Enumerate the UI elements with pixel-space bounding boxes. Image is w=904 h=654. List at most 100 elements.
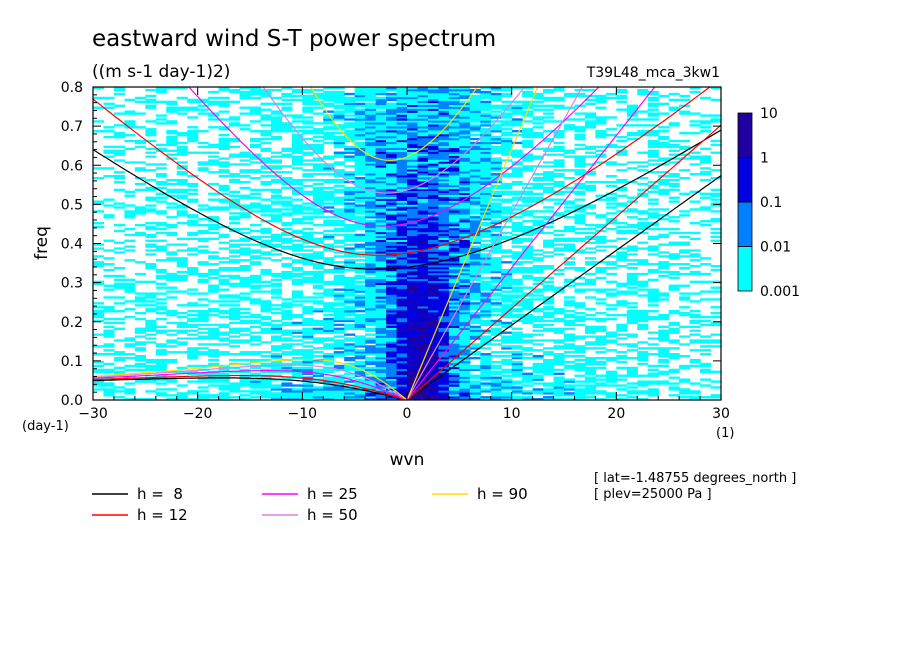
heatmap-cell [407,237,419,240]
heatmap-cell [208,255,220,258]
heatmap-cell [386,186,398,190]
heatmap-cell [427,241,439,244]
heatmap-cell [480,169,492,172]
heatmap-cell [427,139,439,143]
heatmap-cell [626,200,638,203]
heatmap-cell [501,255,513,258]
heatmap-cell [354,155,366,158]
heatmap-cell [480,188,492,192]
heatmap-cell [427,302,439,305]
heatmap-cell [354,149,366,152]
heatmap-cell [375,374,387,377]
heatmap-cell [564,304,576,307]
heatmap-cell [229,384,241,387]
heatmap-cell [459,372,471,375]
heatmap-cell [302,311,314,315]
heatmap-cell [155,180,167,184]
heatmap-cell [501,368,513,372]
heatmap-cell [553,329,565,332]
heatmap-cell [459,315,471,319]
heatmap-cell [354,323,366,327]
heatmap-cell [113,353,125,356]
heatmap-cell [187,198,199,201]
heatmap-cell [333,175,345,178]
heatmap-cell [302,272,314,276]
heatmap-cell [375,386,387,389]
heatmap-cell [386,126,398,129]
heatmap-cell [291,392,303,395]
heatmap-cell [407,341,419,344]
heatmap-cell [396,268,408,272]
heatmap-cell [302,376,314,379]
heatmap-cell [668,241,680,244]
heatmap-cell [312,355,324,358]
heatmap-cell [134,311,146,315]
heatmap-cell [312,169,324,172]
heatmap-cell [668,243,680,246]
heatmap-cell [281,315,293,319]
heatmap-cell [480,153,492,156]
heatmap-cell [386,335,398,338]
heatmap-cell [375,112,387,115]
heatmap-cell [616,388,628,391]
heatmap-cell [386,163,398,166]
heatmap-cell [260,327,272,330]
heatmap-cell [354,208,366,211]
heatmap-cell [134,182,146,186]
heatmap-cell [250,176,262,180]
heatmap-cell [166,278,178,282]
heatmap-cell [323,131,335,135]
heatmap-cell [333,110,345,113]
heatmap-cell [344,263,356,266]
heatmap-cell [333,171,345,174]
heatmap-cell [626,167,638,170]
heatmap-cell [417,386,429,389]
heatmap-cell [427,218,439,221]
heatmap-cell [323,206,335,209]
heatmap-cell [459,288,471,291]
heatmap-cell [197,278,209,282]
heatmap-cell [448,214,460,217]
heatmap-cell [459,118,471,121]
heatmap-cell [448,276,460,280]
heatmap-cell [145,304,157,307]
heatmap-cell [396,178,408,182]
heatmap-cell [553,288,565,291]
heatmap-cell [312,216,324,219]
heatmap-cell [574,282,586,285]
heatmap-cell [511,255,523,258]
heatmap-cell [93,310,105,313]
heatmap-cell [323,137,335,141]
heatmap-cell [145,210,157,213]
heatmap-cell [438,345,450,348]
heatmap-cell [574,239,586,242]
heatmap-cell [427,206,439,209]
heatmap-cell [417,233,429,237]
heatmap-cell [626,343,638,346]
heatmap-cell [427,147,439,150]
heatmap-cell [595,241,607,244]
heatmap-cell [239,394,251,397]
heatmap-cell [302,151,314,154]
heatmap-cell [365,120,377,123]
heatmap-cell [647,155,659,158]
heatmap-cell [396,302,408,305]
heatmap-cell [291,249,303,252]
heatmap-cell [511,380,523,383]
heatmap-cell [312,151,324,154]
heatmap-cell [124,210,136,213]
heatmap-cell [427,300,439,303]
heatmap-cell [522,120,534,123]
heatmap-cell [480,130,492,133]
heatmap-cell [323,306,335,309]
heatmap-cell [522,225,534,229]
heatmap-cell [417,351,429,354]
heatmap-cell [574,155,586,158]
heatmap-cell [700,196,712,199]
heatmap-cell [155,311,167,315]
heatmap-cell [616,356,628,360]
heatmap-cell [323,347,335,350]
heatmap-cell [427,343,439,346]
heatmap-cell [375,259,387,262]
heatmap-cell [417,231,429,235]
